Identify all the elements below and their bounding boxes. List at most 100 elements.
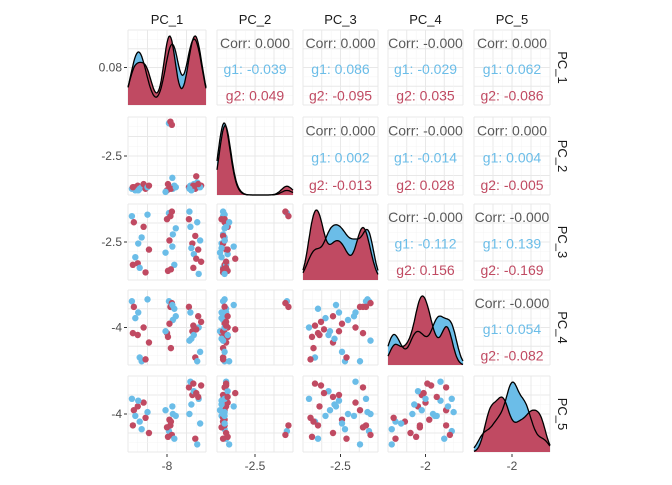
point-g1 [225,219,233,226]
panel-5-4 [387,375,464,453]
point-g2 [195,313,202,320]
point-g2 [185,216,193,223]
point-g2 [356,407,364,414]
column-strip-label: PC_4 [409,12,442,27]
point-g2 [442,422,450,429]
point-g1 [331,335,338,342]
row-strip-label: PC_1 [555,51,570,84]
density-line-g2 [473,396,551,452]
point-g1 [221,237,228,244]
point-g2 [140,324,147,331]
point-g2 [412,433,420,440]
point-g2 [232,389,239,397]
point-g2 [166,237,173,244]
point-g2 [367,431,374,439]
point-g1 [388,441,395,448]
point-g1 [219,410,227,418]
corr-text-g1: g1: -0.029 [394,61,457,77]
point-g2 [310,344,317,352]
panel-1-1 [127,29,207,106]
density-line-g1 [473,381,551,449]
point-g2 [185,303,193,311]
point-g1 [135,397,142,404]
point-g2 [320,326,328,333]
point-g1 [411,401,418,408]
panel-1-2 [216,29,294,106]
point-g1 [188,244,195,252]
point-g1 [218,244,225,252]
point-g1 [194,358,201,365]
point-g1 [172,184,179,191]
corr-text-g2: g2: 0.049 [226,87,285,103]
point-g1 [169,301,176,309]
point-g1 [356,441,364,448]
point-g2 [359,424,367,431]
y-tick-label: -4 [111,321,122,335]
point-g2 [222,258,230,265]
point-g1 [325,331,332,339]
point-g1 [194,219,201,226]
point-g1 [162,328,169,335]
panel-2-5 [473,116,551,196]
point-g1 [350,412,358,420]
point-g2 [433,393,440,401]
point-g2 [145,182,153,189]
panel-1-4 [387,29,464,106]
point-g1 [132,254,139,261]
column-strip-label: PC_1 [151,12,184,27]
corr-text-corr: Corr: 0.000 [305,35,375,51]
point-g1 [188,401,195,408]
point-g2 [222,380,230,387]
point-g2 [424,380,431,387]
point-g1 [169,403,176,410]
point-g1 [344,410,352,418]
density-area-g2 [217,125,293,195]
point-g1 [388,426,395,433]
column-strip-label: PC_2 [239,12,272,27]
corr-text-g1: g1: 0.062 [483,61,542,77]
corr-text-g1: g1: 0.002 [311,150,370,166]
point-g1 [450,408,457,416]
point-g1 [314,305,322,312]
point-g1 [305,324,313,331]
point-g2 [190,322,197,329]
point-g1 [196,420,204,427]
point-g1 [196,348,204,356]
point-g2 [224,313,231,320]
column-strip-label: PC_5 [496,12,529,27]
point-g2 [343,354,350,361]
corr-text-g2: g2: -0.169 [480,262,543,278]
point-g1 [132,412,139,420]
panel-5-5 [473,375,551,453]
panel-4-1 [127,289,207,366]
point-g2 [338,320,346,327]
point-g2 [316,403,323,410]
point-g1 [169,243,176,250]
point-g1 [169,231,177,238]
corr-text-g1: g1: 0.086 [311,61,370,77]
point-g2 [145,429,153,437]
point-g1 [418,407,425,414]
corr-text-g2: g2: 0.035 [396,87,455,103]
point-g2 [167,418,175,425]
point-g1 [162,188,169,196]
point-g2 [222,322,230,329]
point-g2 [130,303,138,311]
point-g1 [230,301,237,309]
point-g1 [171,435,178,442]
point-g1 [322,412,329,420]
point-g1 [169,174,176,182]
point-g1 [221,270,228,278]
point-g1 [221,296,228,303]
panel-3-1 [127,203,207,281]
point-g2 [314,422,322,429]
point-g2 [359,303,367,311]
panel-2-2 [216,116,294,196]
point-g2 [359,384,367,391]
point-g2 [142,269,149,276]
point-g2 [197,258,205,265]
point-g2 [168,121,176,128]
corr-text-g1: g1: 0.054 [483,321,542,337]
density-line-g2 [127,35,207,94]
point-g2 [317,318,325,326]
